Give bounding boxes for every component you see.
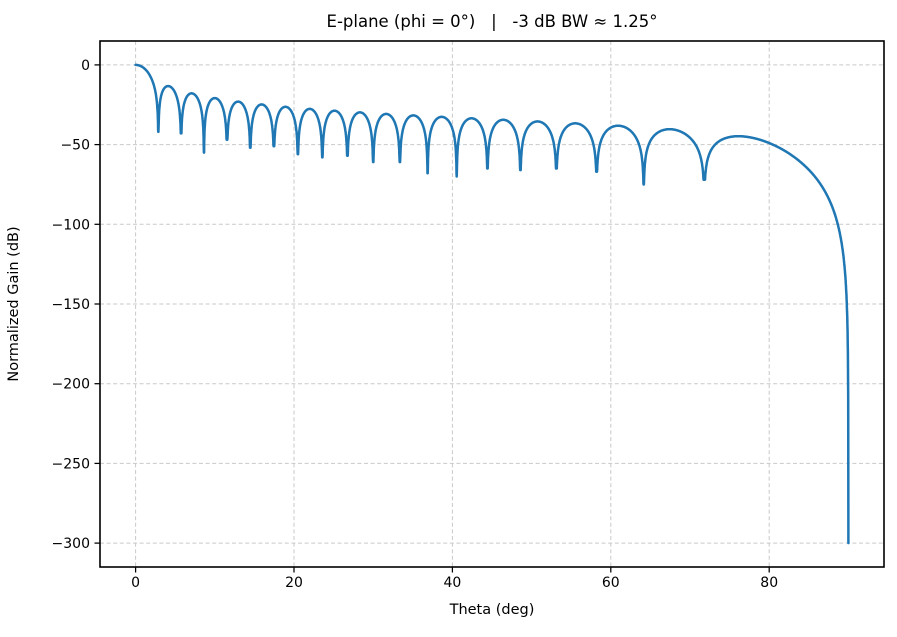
x-tick-label: 60 (602, 575, 620, 591)
y-axis-label: Normalized Gain (dB) (6, 226, 22, 381)
y-tick-label: 0 (81, 58, 90, 74)
axis-ticks: 0 20 40 60 80 0 −50 −100 −150 −200 −250 −300 (52, 58, 779, 591)
y-tick-label: −250 (52, 456, 90, 472)
chart-title: E-plane (phi = 0°) | -3 dB BW ≈ 1.25° (327, 12, 658, 31)
x-tick-label: 80 (760, 575, 778, 591)
y-tick-label: −150 (52, 297, 90, 313)
x-tick-label: 0 (131, 575, 140, 591)
x-axis-label: Theta (deg) (449, 602, 535, 618)
y-tick-label: −300 (52, 536, 90, 552)
gridlines (100, 41, 884, 567)
x-tick-label: 40 (443, 575, 461, 591)
y-tick-label: −100 (52, 217, 90, 233)
y-tick-label: −200 (52, 377, 90, 393)
x-tick-label: 20 (285, 575, 303, 591)
y-tick-label: −50 (60, 138, 90, 154)
gain-curve (134, 63, 850, 545)
